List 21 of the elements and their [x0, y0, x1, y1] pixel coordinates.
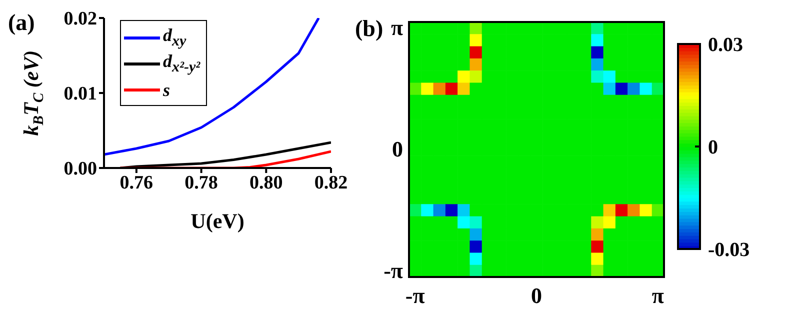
- chart-title: (b): [355, 16, 384, 41]
- x-tick-label: 0.76: [120, 172, 154, 194]
- x-tick-label: π: [652, 283, 664, 308]
- x-tick-label: 0.80: [250, 172, 283, 194]
- color-bar-label: 0.03: [708, 34, 743, 56]
- color-bar-label: 0: [708, 136, 718, 158]
- y-tick-label: 0.02: [64, 8, 97, 30]
- y-tick-label: 0: [392, 136, 403, 162]
- legend-label: d$_{xy}$: [163, 25, 186, 51]
- x-tick-label: 0.82: [314, 172, 348, 194]
- legend-label: d$_{x²-y²}$: [163, 51, 200, 77]
- x-tick-label: 0: [531, 283, 542, 308]
- y-tick-label: π: [390, 15, 403, 40]
- y-tick-label: 0.01: [64, 84, 97, 105]
- y-tick-label: 0.00: [64, 158, 97, 180]
- x-axis-title: U(eV): [190, 209, 244, 233]
- y-tick-label: -π: [384, 258, 403, 283]
- legend-label: s: [163, 80, 170, 100]
- color-bar-label: -0.03: [708, 239, 750, 261]
- x-tick-label: 0.78: [184, 172, 218, 194]
- chart-title: (a): [8, 10, 35, 36]
